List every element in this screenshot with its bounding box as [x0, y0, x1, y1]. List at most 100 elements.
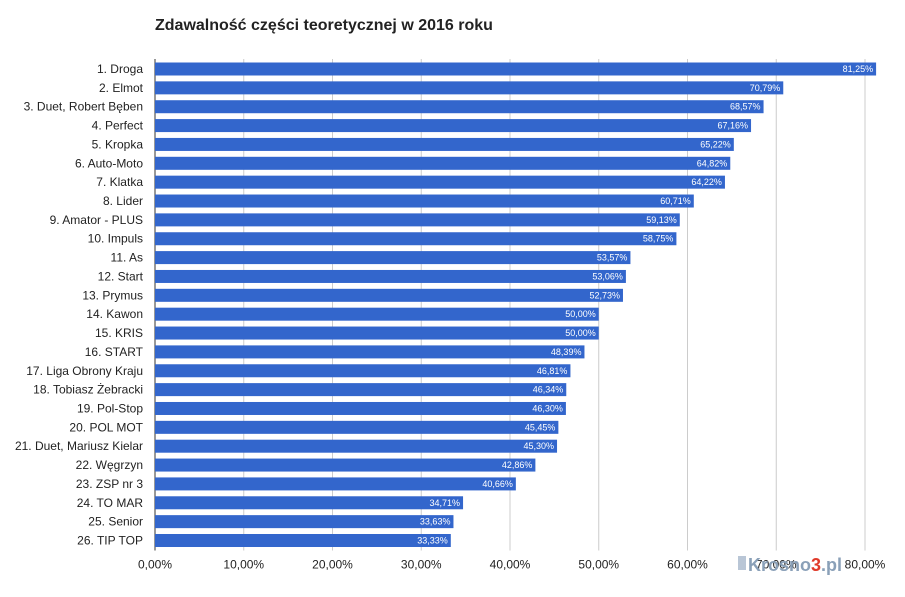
- data-label: 64,82%: [697, 158, 728, 168]
- data-label: 50,00%: [565, 309, 596, 319]
- data-label: 40,66%: [482, 479, 513, 489]
- data-label: 33,33%: [417, 536, 448, 546]
- chart-title: Zdawalność części teoretycznej w 2016 ro…: [155, 17, 493, 34]
- bar: [155, 288, 623, 302]
- category-label: 20. POL MOT: [69, 420, 143, 434]
- category-label: 11. As: [111, 251, 143, 265]
- grid-lines: [154, 59, 866, 551]
- watermark-num: 3: [811, 555, 821, 575]
- category-label: 9. Amator - PLUS: [50, 213, 143, 227]
- category-label: 24. TO MAR: [77, 496, 144, 510]
- bar: [155, 458, 536, 472]
- data-label: 70,79%: [750, 83, 781, 93]
- x-tick-label: 30,00%: [401, 558, 442, 572]
- bar: [155, 420, 559, 434]
- category-label: 1. Droga: [97, 62, 143, 76]
- data-label: 68,57%: [730, 102, 761, 112]
- data-label: 67,16%: [718, 121, 749, 131]
- category-label: 5. Kropka: [92, 137, 144, 151]
- bar: [155, 307, 599, 321]
- bars: [155, 62, 877, 547]
- category-label: 12. Start: [98, 269, 144, 283]
- bar: [155, 81, 784, 95]
- data-label: 45,45%: [525, 422, 556, 432]
- x-tick-label: 0,00%: [138, 558, 172, 572]
- x-tick-label: 10,00%: [223, 558, 264, 572]
- bar: [155, 383, 567, 397]
- bar: [155, 439, 558, 453]
- x-axis-ticks: 0,00% 10,00% 20,00% 30,00% 40,00% 50,00% 60,00…: [138, 558, 886, 572]
- bar: [155, 156, 731, 170]
- category-label: 23. ZSP nr 3: [76, 477, 143, 491]
- bar: [155, 269, 626, 283]
- category-label: 21. Duet, Mariusz Kielar: [15, 439, 143, 453]
- data-label: 52,73%: [589, 290, 620, 300]
- category-label: 14. Kawon: [86, 307, 143, 321]
- category-label: 26. TIP TOP: [77, 534, 143, 548]
- watermark-tld: .pl: [821, 555, 842, 575]
- category-labels: 1. Droga 2. Elmot 3. Duet, Robert Bęben 4. …: [15, 62, 144, 548]
- data-label: 46,34%: [533, 385, 564, 395]
- data-label: 33,63%: [420, 517, 451, 527]
- watermark-text: Krosno3.pl: [748, 555, 842, 575]
- category-label: 10. Impuls: [88, 232, 143, 246]
- bar: [155, 345, 585, 359]
- data-label: 65,22%: [700, 139, 731, 149]
- bar: [155, 232, 677, 246]
- category-label: 25. Senior: [88, 515, 143, 529]
- watermark-logo: Krosno3.pl: [738, 555, 842, 575]
- data-label: 45,30%: [524, 441, 555, 451]
- bar: [155, 62, 877, 76]
- data-label: 59,13%: [646, 215, 677, 225]
- x-tick-label: 80,00%: [845, 558, 886, 572]
- data-label: 81,25%: [843, 64, 874, 74]
- category-label: 4. Perfect: [92, 119, 144, 133]
- category-label: 19. Pol-Stop: [77, 401, 143, 415]
- x-tick-label: 40,00%: [490, 558, 531, 572]
- data-label: 58,75%: [643, 234, 674, 244]
- bar: [155, 213, 680, 227]
- bar: [155, 137, 734, 151]
- category-label: 7. Klatka: [96, 175, 143, 189]
- bar: [155, 251, 631, 265]
- data-label: 46,81%: [537, 366, 568, 376]
- bar: [155, 194, 694, 208]
- data-labels: 81,25% 70,79% 68,57% 67,16% 65,22% 64,82% 64,2…: [417, 64, 873, 546]
- data-label: 46,30%: [532, 403, 563, 413]
- data-label: 53,57%: [597, 253, 628, 263]
- bar: [155, 119, 752, 133]
- watermark-main: Krosno: [748, 555, 811, 575]
- category-label: 3. Duet, Robert Bęben: [24, 100, 143, 114]
- bar: [155, 326, 599, 340]
- data-label: 60,71%: [660, 196, 691, 206]
- bar: [155, 534, 451, 547]
- x-tick-label: 50,00%: [578, 558, 619, 572]
- x-tick-label: 60,00%: [667, 558, 708, 572]
- data-label: 48,39%: [551, 347, 582, 357]
- bar: [155, 100, 764, 114]
- bar: [155, 515, 454, 529]
- x-tick-label: 70,00%: [756, 558, 797, 572]
- category-label: 6. Auto-Moto: [75, 156, 143, 170]
- category-label: 22. Węgrzyn: [76, 458, 143, 472]
- category-label: 8. Lider: [103, 194, 143, 208]
- bar: [155, 477, 516, 491]
- category-label: 17. Liga Obrony Kraju: [26, 364, 143, 378]
- category-label: 2. Elmot: [99, 81, 144, 95]
- bar: [155, 496, 464, 510]
- bar: [155, 401, 566, 415]
- data-label: 53,06%: [592, 271, 623, 281]
- bar: [155, 175, 725, 189]
- data-label: 50,00%: [565, 328, 596, 338]
- category-label: 16. START: [85, 345, 144, 359]
- watermark-mark: [738, 556, 746, 570]
- category-label: 15. KRIS: [95, 326, 143, 340]
- bar: [155, 364, 571, 378]
- category-label: 18. Tobiasz Żebracki: [33, 383, 143, 397]
- data-label: 34,71%: [430, 498, 461, 508]
- category-label: 13. Prymus: [82, 288, 143, 302]
- data-label: 42,86%: [502, 460, 533, 470]
- data-label: 64,22%: [691, 177, 722, 187]
- x-tick-label: 20,00%: [312, 558, 353, 572]
